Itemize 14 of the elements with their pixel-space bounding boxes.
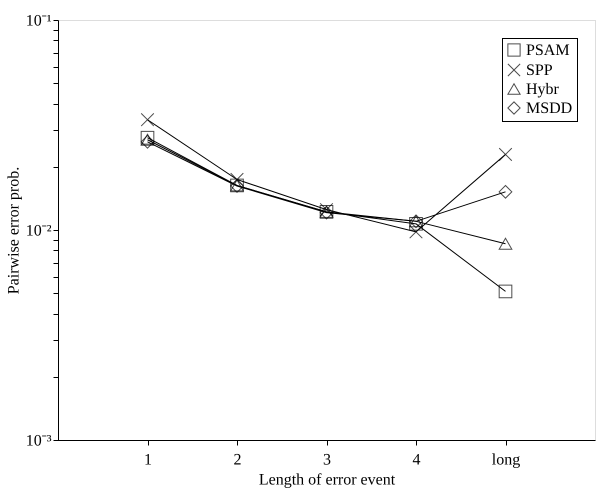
y-tick-label: 10⁻² (26, 222, 52, 240)
legend-label: MSDD (526, 100, 572, 117)
x-tick-label: 2 (234, 452, 242, 468)
legend-label: Hybr (526, 81, 560, 98)
y-tick-label: 10⁻¹ (26, 12, 52, 30)
x-tick-label: 3 (323, 452, 331, 468)
x-tick-label: 1 (144, 452, 152, 468)
x-tick-label: long (492, 452, 520, 468)
legend-label: SPP (526, 62, 553, 79)
x-axis-title: Length of error event (258, 472, 396, 488)
y-tick-label: 10⁻³ (26, 432, 52, 450)
y-axis-title: Pairwise error prob. (6, 166, 23, 294)
legend-label: PSAM (526, 42, 570, 59)
x-tick-label: 4 (412, 452, 420, 468)
